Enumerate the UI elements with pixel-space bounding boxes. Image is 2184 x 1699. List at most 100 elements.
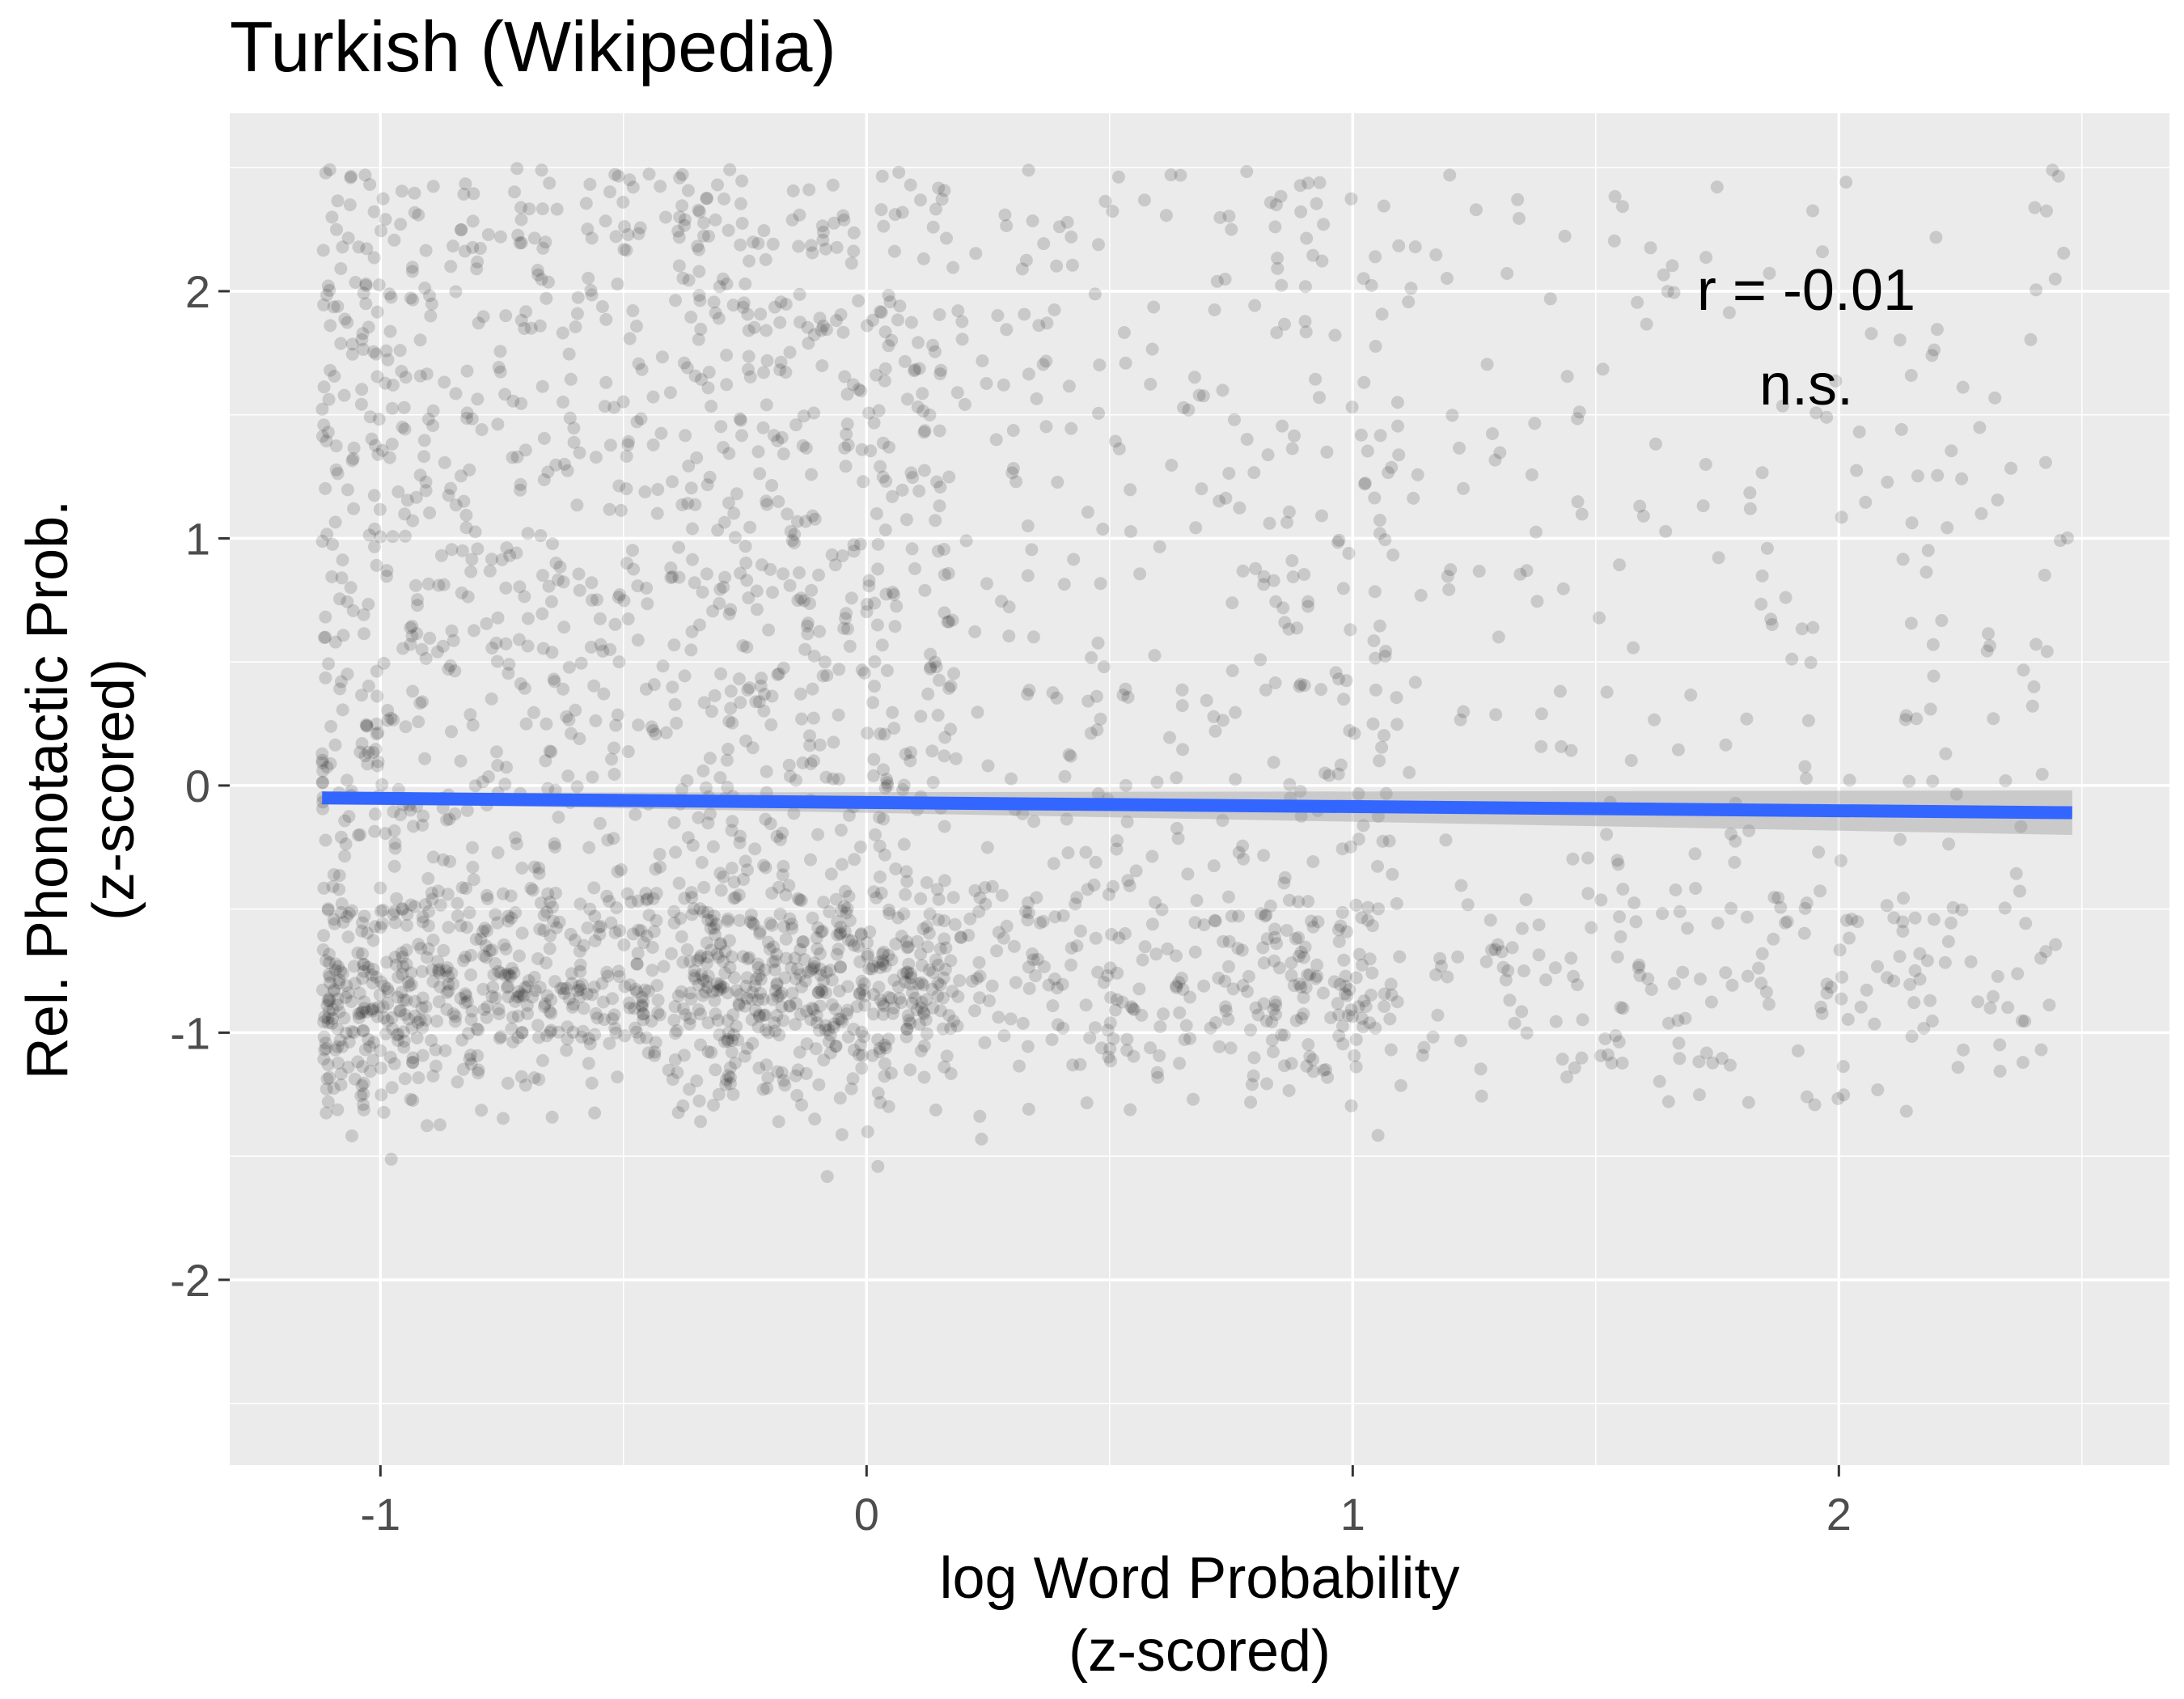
data-point bbox=[345, 347, 359, 361]
data-point bbox=[463, 1049, 477, 1062]
data-point bbox=[355, 1005, 369, 1019]
data-point bbox=[358, 627, 370, 641]
data-point bbox=[1661, 1016, 1675, 1030]
data-point bbox=[822, 1035, 836, 1049]
data-point bbox=[512, 949, 526, 963]
data-point bbox=[459, 882, 472, 896]
data-point bbox=[1064, 749, 1077, 763]
data-point bbox=[917, 1070, 931, 1084]
data-point bbox=[497, 1112, 510, 1125]
data-point bbox=[770, 1009, 784, 1023]
data-point bbox=[709, 213, 722, 227]
data-point bbox=[464, 1057, 478, 1071]
data-point bbox=[356, 1060, 370, 1074]
data-point bbox=[347, 502, 361, 515]
data-point bbox=[1344, 192, 1358, 205]
data-point bbox=[668, 1053, 682, 1066]
data-point bbox=[1094, 1041, 1108, 1055]
data-point bbox=[380, 564, 394, 578]
data-point bbox=[1317, 1063, 1331, 1077]
data-point bbox=[581, 222, 595, 236]
data-point bbox=[331, 1040, 345, 1053]
data-point bbox=[747, 320, 761, 334]
data-point bbox=[1797, 926, 1811, 940]
data-point bbox=[1774, 900, 1788, 914]
data-point bbox=[709, 1063, 722, 1077]
data-point bbox=[361, 757, 375, 771]
data-point bbox=[387, 859, 401, 873]
data-point bbox=[1352, 947, 1366, 961]
data-point bbox=[347, 441, 361, 455]
data-point bbox=[519, 717, 533, 731]
data-point bbox=[320, 1042, 333, 1055]
data-point bbox=[813, 311, 827, 325]
data-point bbox=[1213, 494, 1226, 508]
data-point bbox=[920, 993, 933, 1006]
data-point bbox=[843, 913, 857, 927]
data-point bbox=[574, 897, 587, 911]
data-point bbox=[331, 299, 345, 313]
data-point bbox=[566, 1025, 580, 1039]
data-point bbox=[926, 776, 940, 789]
data-point bbox=[686, 838, 700, 852]
data-point bbox=[1390, 995, 1404, 1009]
data-point bbox=[700, 981, 714, 994]
data-point bbox=[327, 913, 341, 926]
data-point bbox=[726, 1087, 740, 1101]
data-point bbox=[832, 1012, 846, 1026]
data-point bbox=[585, 231, 599, 245]
data-point bbox=[829, 1002, 842, 1016]
data-point bbox=[335, 897, 349, 911]
data-point bbox=[949, 752, 963, 765]
data-point bbox=[354, 1089, 368, 1103]
data-point bbox=[1439, 833, 1453, 847]
data-point bbox=[1005, 772, 1018, 786]
data-point bbox=[1093, 358, 1107, 372]
data-point bbox=[712, 1087, 726, 1101]
data-point bbox=[857, 977, 871, 990]
data-point bbox=[438, 1044, 452, 1057]
plot-panel bbox=[230, 113, 2169, 1465]
data-point bbox=[552, 1025, 565, 1039]
data-point bbox=[409, 578, 422, 592]
data-point bbox=[972, 905, 986, 918]
data-point bbox=[445, 725, 458, 739]
data-point bbox=[862, 579, 876, 593]
data-point bbox=[1839, 913, 1853, 927]
data-point bbox=[609, 230, 623, 244]
data-point bbox=[1111, 834, 1124, 848]
data-point bbox=[716, 272, 730, 286]
data-point bbox=[697, 216, 710, 230]
data-point bbox=[1356, 958, 1369, 972]
data-point bbox=[329, 463, 343, 477]
data-point bbox=[938, 963, 952, 977]
data-point bbox=[1009, 475, 1023, 489]
data-point bbox=[1854, 1000, 1868, 1014]
data-point bbox=[873, 811, 887, 824]
data-point bbox=[1302, 176, 1315, 190]
data-point bbox=[724, 1070, 737, 1084]
data-point bbox=[1244, 1095, 1258, 1109]
data-point bbox=[745, 993, 759, 1006]
data-point bbox=[836, 1015, 849, 1028]
data-point bbox=[527, 1071, 541, 1085]
data-point bbox=[766, 586, 779, 600]
data-point bbox=[1319, 1063, 1333, 1076]
data-point bbox=[891, 911, 905, 925]
data-point bbox=[680, 774, 694, 787]
data-point bbox=[694, 949, 708, 963]
data-point bbox=[1021, 913, 1035, 927]
data-point bbox=[396, 642, 410, 655]
data-point bbox=[447, 1007, 460, 1021]
data-point bbox=[1898, 713, 1912, 727]
data-point bbox=[482, 770, 495, 783]
data-point bbox=[1269, 595, 1283, 608]
data-point bbox=[1571, 978, 1584, 992]
data-point bbox=[396, 950, 409, 964]
data-point bbox=[726, 815, 739, 828]
data-point bbox=[831, 915, 844, 928]
data-point bbox=[1567, 969, 1581, 983]
data-point bbox=[1407, 491, 1420, 505]
data-point bbox=[1124, 525, 1137, 538]
data-point bbox=[693, 951, 707, 964]
